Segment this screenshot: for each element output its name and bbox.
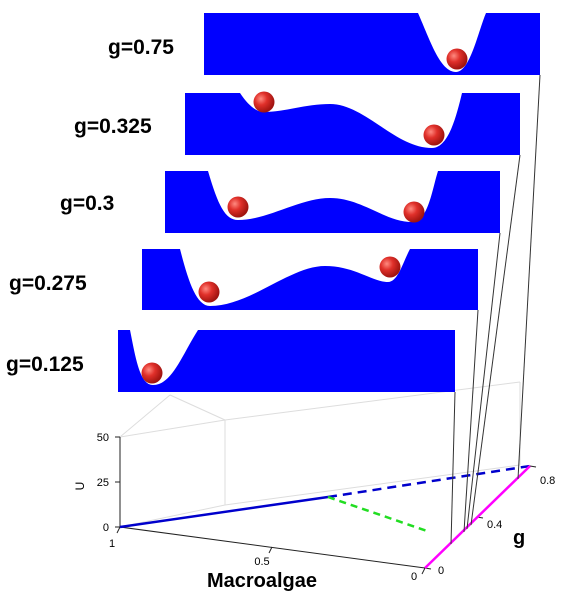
macroalgae-ticks <box>116 526 426 575</box>
potential-well <box>165 171 500 233</box>
ball-left <box>227 196 249 218</box>
u-tick-50: 50 <box>97 432 109 444</box>
panel-g0325 <box>185 91 520 155</box>
macroalgae-tick-05: 0.5 <box>254 556 269 568</box>
macroalgae-free-branch <box>424 465 531 569</box>
panel-label-g0125: g=0.125 <box>6 353 84 376</box>
u-tick-25: 25 <box>97 477 109 489</box>
potential-well <box>185 93 520 155</box>
macroalgae-axis-label: Macroalgae <box>207 570 317 592</box>
stable-coral-branch <box>119 495 329 529</box>
g-axis-label: g <box>513 527 525 549</box>
panel-label-g0300: g=0.3 <box>60 192 114 215</box>
macroalgae-tick-1: 1 <box>109 538 115 550</box>
unstable-branch-dashed <box>327 495 431 534</box>
panel-label-g0275: g=0.275 <box>9 272 87 295</box>
ball-left <box>198 281 220 303</box>
panel-g0125 <box>118 330 455 392</box>
panel-connectors <box>450 74 541 545</box>
panel-label-g0750: g=0.75 <box>108 36 174 59</box>
ball-right <box>423 124 445 146</box>
ball-right <box>379 256 401 278</box>
ball <box>141 362 163 384</box>
stable-macroalgae-branch-dashed <box>327 464 531 499</box>
g-tick-0: 0 <box>438 565 444 577</box>
ball-right <box>403 201 425 223</box>
potential-well <box>118 330 455 392</box>
ball-left <box>253 91 275 113</box>
ball <box>446 48 468 70</box>
g-tick-04: 0.4 <box>487 519 502 531</box>
panel-g0275 <box>142 249 478 310</box>
panel-g0300 <box>165 171 500 233</box>
u-ticks <box>115 436 120 528</box>
potential-well <box>142 249 478 310</box>
axes-box <box>119 381 521 528</box>
panel-g0750 <box>204 13 540 75</box>
macroalgae-tick-0: 0 <box>411 571 417 583</box>
u-tick-0: 0 <box>103 522 109 534</box>
macroalgae-axis <box>119 526 426 569</box>
panel-label-g0325: g=0.325 <box>74 115 152 138</box>
g-tick-08: 0.8 <box>540 475 555 487</box>
potential-well <box>204 13 540 75</box>
u-axis-label: U <box>73 482 87 491</box>
